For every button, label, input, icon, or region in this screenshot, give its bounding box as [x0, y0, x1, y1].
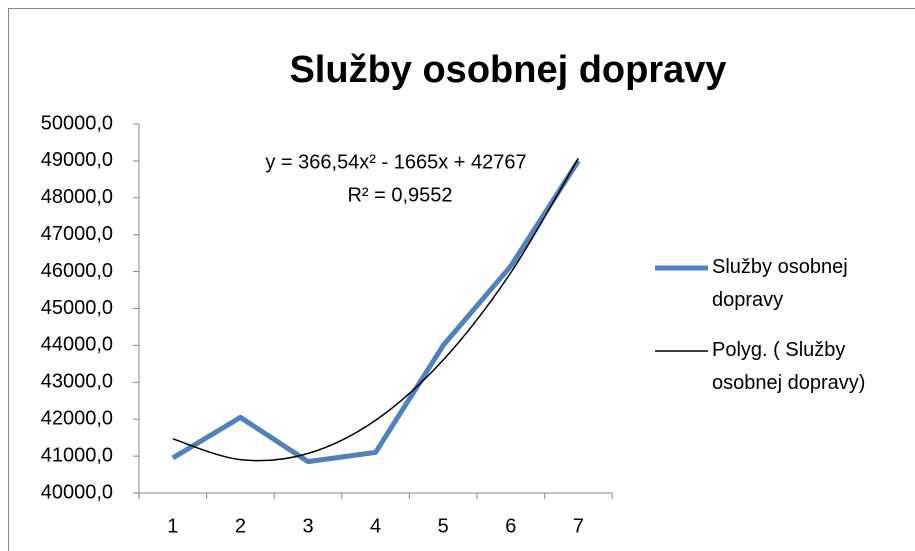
- x-tick-label: 5: [438, 515, 449, 537]
- y-tick-label: 47000,0: [41, 223, 113, 245]
- y-tick-label: 45000,0: [41, 297, 113, 319]
- y-tick-label: 40000,0: [41, 481, 113, 503]
- y-tick-label: 41000,0: [41, 444, 113, 466]
- trend-line: [172, 157, 580, 462]
- chart-frame: [8, 8, 915, 551]
- x-tick-label: 6: [505, 515, 516, 537]
- data-line: [171, 159, 581, 465]
- x-tick-label: 2: [235, 515, 246, 537]
- y-tick-label: 50000,0: [41, 112, 113, 134]
- x-tick-label: 7: [573, 515, 584, 537]
- y-tick-label: 46000,0: [41, 260, 113, 282]
- y-tick-label: 48000,0: [41, 186, 113, 208]
- legend-label: Polyg. ( Služby osobnej dopravy): [712, 339, 866, 394]
- x-tick-label: 3: [302, 515, 313, 537]
- y-tick-label: 44000,0: [41, 334, 113, 356]
- y-tick-label: 43000,0: [41, 371, 113, 393]
- y-tick-label: 42000,0: [41, 407, 113, 429]
- x-tick-label: 4: [370, 515, 381, 537]
- x-tick-label: 1: [167, 515, 178, 537]
- chart-title: Služby osobnej dopravy: [289, 49, 726, 91]
- trend-r2: R² = 0,9552: [347, 184, 452, 206]
- y-tick-label: 49000,0: [41, 149, 113, 171]
- trend-equation: y = 366,54x² - 1665x + 42767: [265, 151, 526, 173]
- legend-label: Služby osobnej dopravy: [712, 256, 848, 311]
